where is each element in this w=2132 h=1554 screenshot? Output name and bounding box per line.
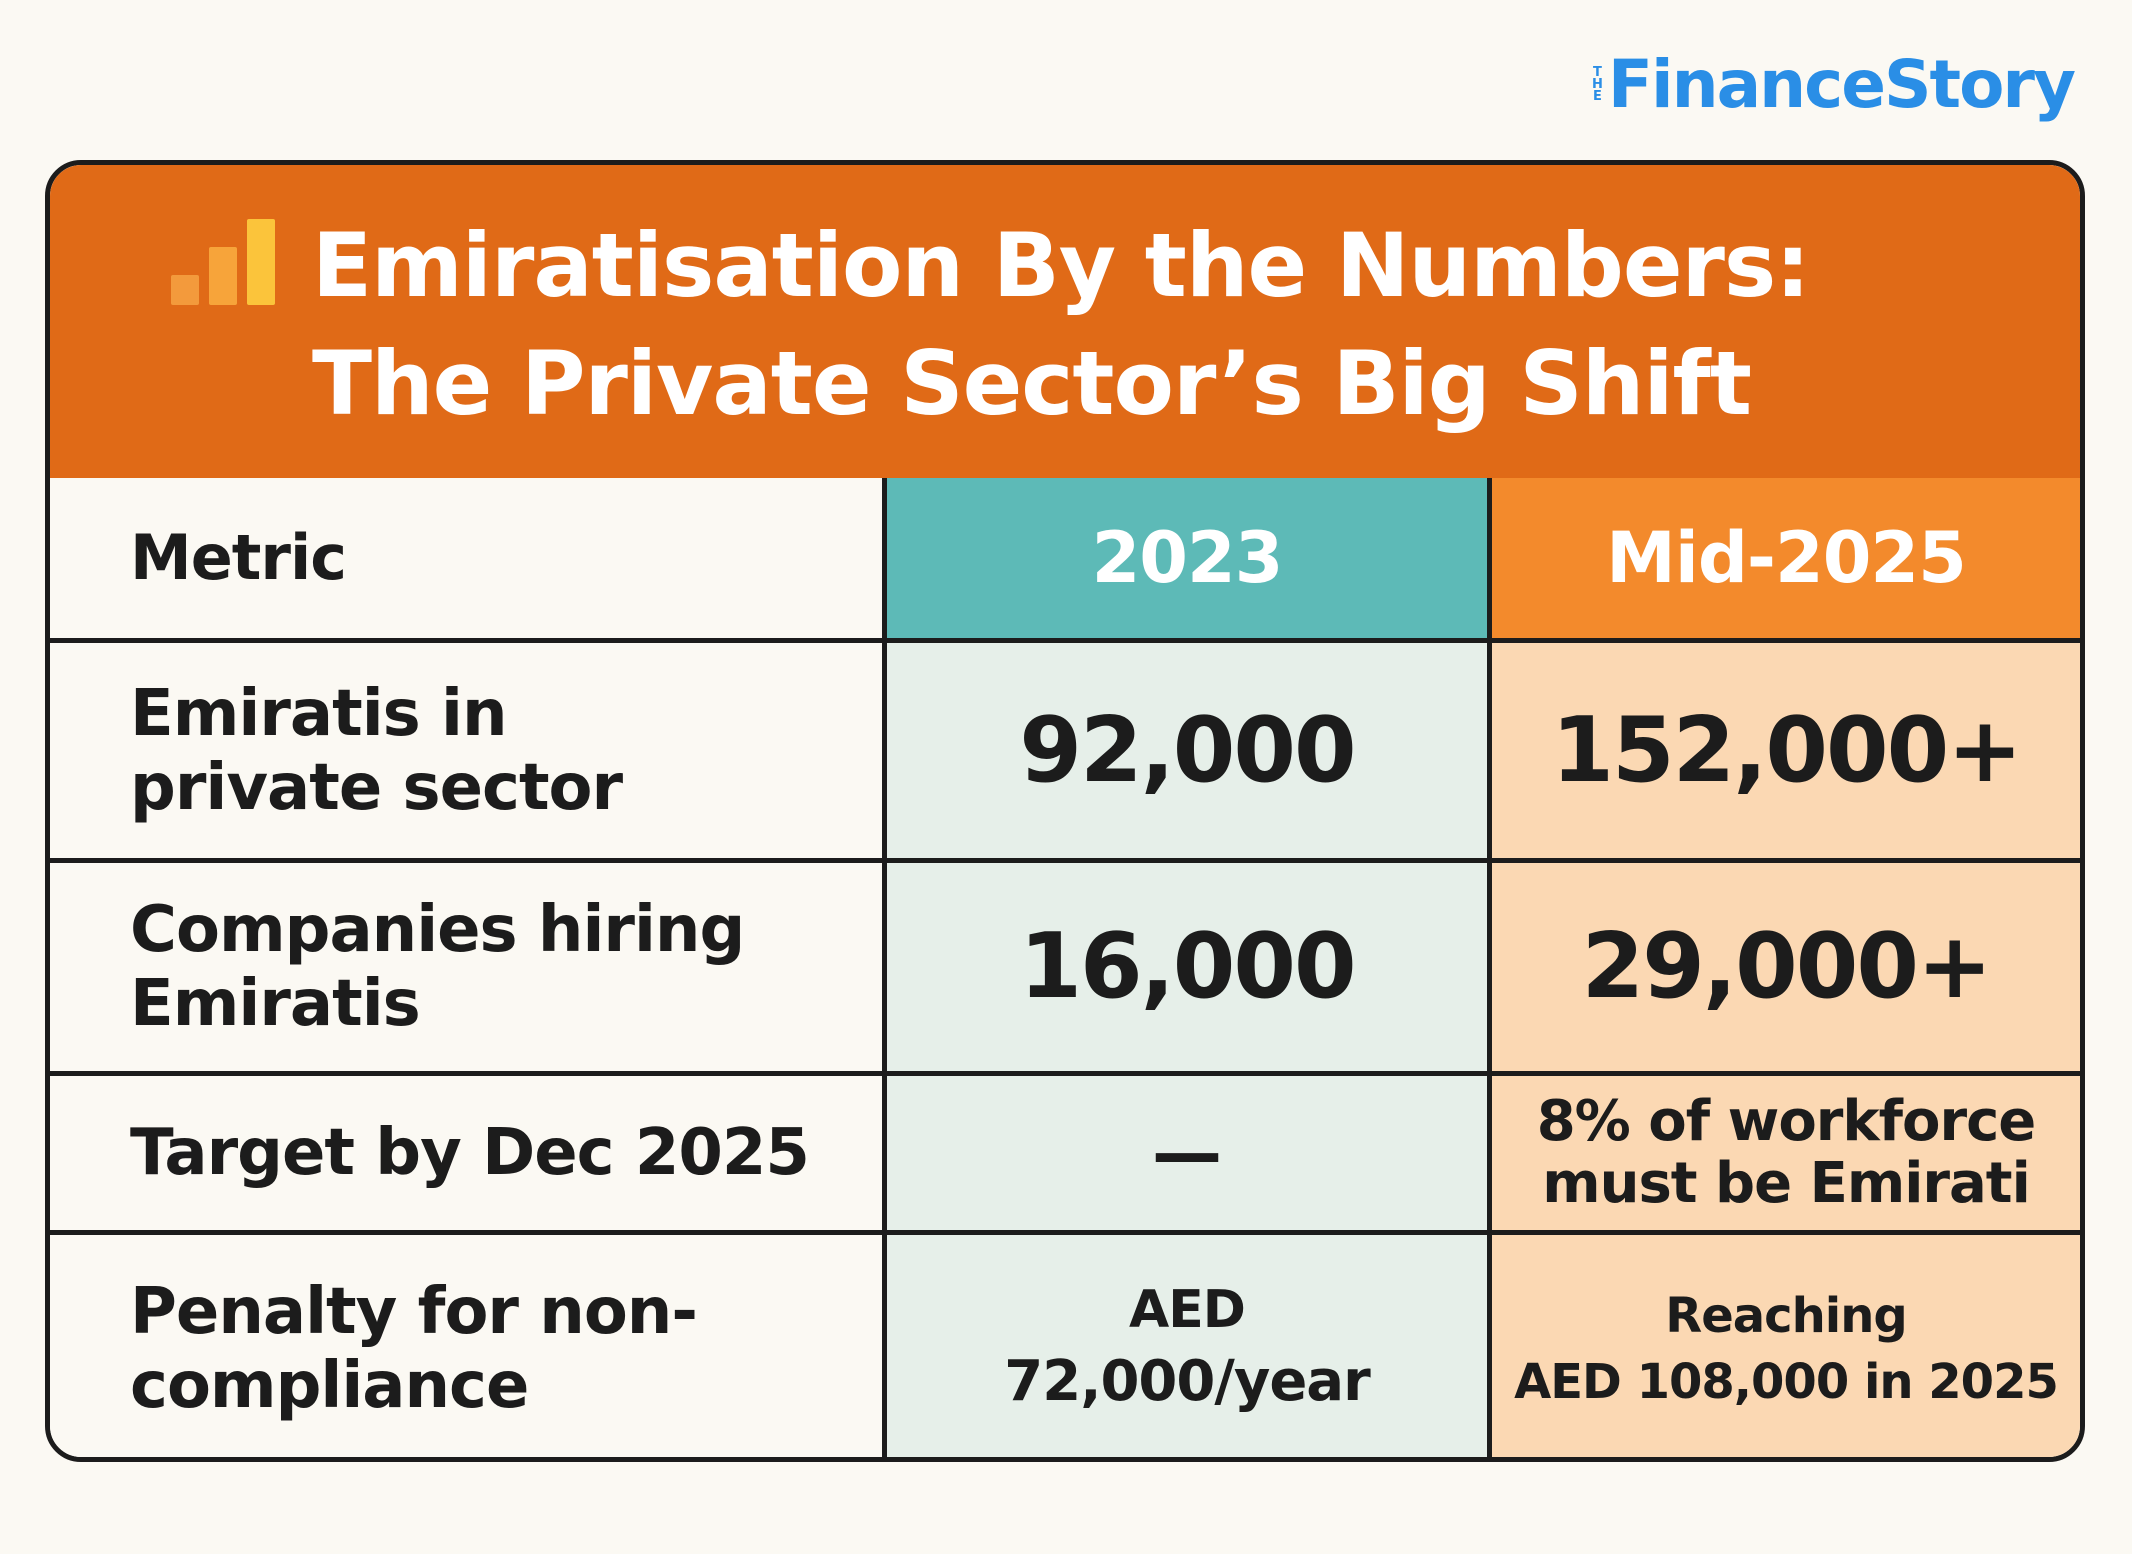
table-row-2023-value: 16,000 (887, 863, 1487, 1071)
table-row-2023-value: — (887, 1076, 1487, 1230)
value-2025-line1: Reaching (1665, 1287, 1908, 1344)
value-2025-line1: 8% of workforce (1536, 1089, 2037, 1154)
header-2023-label: 2023 (1091, 517, 1284, 599)
value-2023: 16,000 (1019, 914, 1356, 1019)
table-row-2025-value: Reaching AED 108,000 in 2025 (1492, 1235, 2080, 1457)
table-row-2025-value: 29,000+ (1492, 863, 2080, 1071)
bar-chart-icon (171, 219, 277, 305)
header-metric: Metric (50, 478, 882, 638)
header-2023: 2023 (887, 478, 1487, 638)
logo-name: FinanceStory (1607, 46, 2076, 123)
header-mid-2025-label: Mid-2025 (1606, 517, 1967, 599)
value-2023: — (1152, 1112, 1222, 1194)
metric-label: Target by Dec 2025 (130, 1116, 810, 1190)
column-divider (882, 478, 887, 1457)
row-divider (50, 638, 2080, 643)
data-table: Metric 2023 Mid-2025 Emiratis in private… (50, 478, 2080, 1457)
row-divider (50, 858, 2080, 863)
value-2023-line2: 72,000/year (1004, 1348, 1370, 1414)
metric-label: Companies hiring Emiratis (130, 893, 745, 1041)
table-row-metric: Emiratis in private sector (50, 643, 882, 858)
header-metric-label: Metric (130, 521, 347, 594)
page-title: Emiratisation By the Numbers: The Privat… (312, 207, 2012, 443)
title-line-2: The Private Sector’s Big Shift (312, 332, 1752, 435)
header-mid-2025: Mid-2025 (1492, 478, 2080, 638)
value-2025-line2: must be Emirati (1542, 1151, 2031, 1216)
column-divider (1487, 478, 1492, 1457)
row-divider (50, 1071, 2080, 1076)
value-2025: 29,000+ (1581, 914, 1993, 1019)
table-row-2025-value: 8% of workforce must be Emirati (1492, 1076, 2080, 1230)
value-2023-line1: AED (1129, 1279, 1246, 1340)
table-row-2025-value: 152,000+ (1492, 643, 2080, 858)
table-row-2023-value: AED 72,000/year (887, 1235, 1487, 1457)
row-divider (50, 1230, 2080, 1235)
value-2025: 152,000+ (1551, 697, 2022, 803)
value-2025-line2: AED 108,000 in 2025 (1514, 1353, 2059, 1410)
value-2023: 92,000 (1019, 697, 1356, 803)
title-banner: Emiratisation By the Numbers: The Privat… (50, 165, 2080, 478)
infographic-card: Emiratisation By the Numbers: The Privat… (45, 160, 2085, 1462)
table-row-metric: Target by Dec 2025 (50, 1076, 882, 1230)
table-row-metric: Penalty for non-compliance (50, 1235, 882, 1457)
metric-label: Penalty for non-compliance (130, 1274, 698, 1423)
table-row-metric: Companies hiring Emiratis (50, 863, 882, 1071)
metric-label: Emiratis in private sector (130, 676, 623, 825)
title-line-1: Emiratisation By the Numbers: (312, 214, 1810, 317)
table-row-2023-value: 92,000 (887, 643, 1487, 858)
